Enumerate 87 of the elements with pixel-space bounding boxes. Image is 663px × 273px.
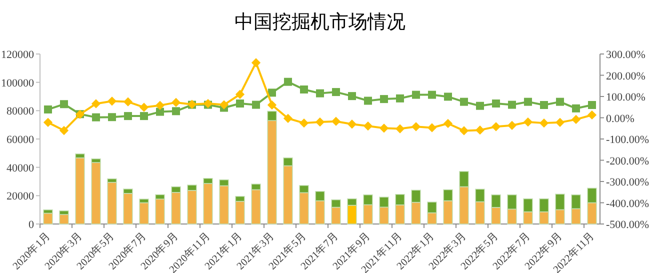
point [316,89,324,98]
y-tick-label: 0 [28,219,34,231]
point [44,118,52,127]
y2-tick-label: -300.00% [606,176,650,188]
y-tick-label: 40000 [6,162,34,174]
point [268,100,276,110]
point [444,119,452,128]
point [572,104,580,112]
point [588,101,596,109]
point [140,102,148,112]
point [364,96,372,105]
y2-tick-label: 300.00% [606,49,646,61]
point [572,115,580,124]
point [364,122,372,130]
point [444,92,452,101]
y-tick-label: 60000 [6,134,34,146]
point [60,126,68,135]
point [508,121,516,130]
point [428,123,436,132]
point [156,101,164,110]
y-tick-label: 80000 [6,106,34,118]
point [348,120,356,129]
point [300,118,308,128]
bar [75,157,85,224]
point [380,95,388,104]
y-tick-label: 120000 [1,49,34,61]
bar [139,202,149,224]
point [380,124,388,133]
point [124,97,132,106]
point [428,90,436,99]
point [60,100,68,108]
bar [59,214,69,224]
y2-tick-label: -100.00% [606,134,650,146]
point [508,100,516,109]
point [588,110,596,120]
point [236,90,244,99]
point [284,114,292,123]
point [252,58,260,68]
y2-tick-label: -400.00% [606,198,650,210]
bar [43,212,53,224]
point [396,94,404,102]
chart-title: 中国挖掘机市场情况 [234,11,406,33]
point [300,85,308,94]
point [316,118,324,126]
y-tick-label: 20000 [6,190,34,203]
point [540,118,548,128]
point [476,102,484,110]
y2-tick-label: 200.00% [606,70,646,82]
point [412,122,420,132]
point [236,100,244,108]
point [172,98,180,107]
point [332,116,340,126]
point [284,78,292,86]
point [412,90,420,99]
point [396,124,404,134]
point [492,100,500,108]
point [140,112,148,120]
point [220,100,228,110]
point [524,118,532,126]
point [332,88,340,96]
point [156,108,164,116]
point [540,101,548,109]
y-tick-label: 100000 [1,77,34,90]
point [268,88,276,97]
point [108,96,116,106]
point [92,113,100,122]
point [556,98,564,106]
bar [107,182,117,224]
y2-tick-label: 100.00% [606,92,646,104]
y2-tick-label: 0.00% [606,112,634,125]
point [460,126,468,136]
point [476,126,484,134]
point [460,98,468,106]
bar [155,198,165,224]
point [524,98,532,106]
point [108,113,116,122]
y2-tick-label: -200.00% [606,155,650,168]
point [348,92,356,100]
bar [91,162,101,224]
point [124,112,132,120]
point [92,99,100,108]
point [252,100,260,109]
point [492,122,500,132]
point [172,107,180,116]
point [556,118,564,127]
y2-tick-label: -500.00% [606,219,650,231]
point [44,105,52,114]
